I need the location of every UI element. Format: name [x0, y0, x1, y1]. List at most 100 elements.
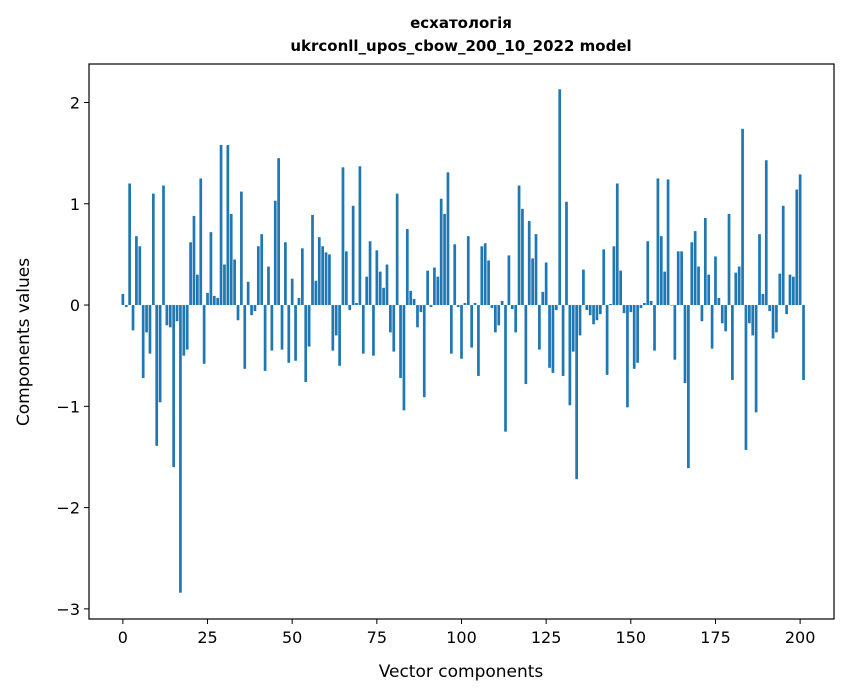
y-tick-label: −1	[56, 397, 80, 416]
bar	[317, 237, 321, 306]
bar	[470, 305, 474, 348]
bar	[693, 231, 697, 306]
bar	[507, 255, 511, 306]
bar	[612, 246, 616, 306]
bar	[168, 305, 172, 328]
bar	[365, 276, 369, 306]
x-tick-label: 150	[616, 628, 647, 647]
bar	[287, 305, 291, 363]
bar	[209, 232, 213, 306]
x-tick-label: 100	[446, 628, 477, 647]
bar	[355, 303, 358, 306]
x-tick-label: 75	[367, 628, 387, 647]
bar	[300, 248, 304, 306]
bar	[304, 305, 308, 383]
bar	[389, 305, 392, 333]
bar	[199, 178, 203, 306]
bar	[297, 297, 301, 306]
bar	[395, 193, 399, 306]
bar	[128, 183, 131, 306]
bar	[466, 236, 470, 306]
bar	[785, 305, 788, 315]
bar	[497, 305, 501, 326]
bar	[629, 305, 633, 313]
y-tick-label: −2	[56, 499, 80, 518]
bar	[673, 305, 677, 360]
bar	[598, 305, 602, 315]
bar	[321, 246, 325, 306]
bar	[453, 244, 457, 306]
bar	[568, 305, 572, 406]
bar	[233, 259, 236, 306]
bar	[219, 145, 223, 306]
bar	[666, 179, 670, 306]
bar	[338, 305, 341, 366]
bar	[385, 264, 389, 306]
bar	[571, 305, 575, 352]
bar	[680, 251, 683, 306]
bar	[412, 298, 416, 306]
plot-frame	[88, 63, 835, 620]
bar	[351, 205, 355, 306]
chart-title-line2: ukrconll_upos_cbow_200_10_2022 model	[290, 37, 631, 55]
bar	[145, 305, 148, 333]
bar	[504, 305, 507, 432]
bar	[256, 246, 260, 306]
bar	[717, 297, 721, 306]
bar	[260, 234, 264, 306]
bar	[734, 272, 738, 306]
bar	[131, 305, 135, 331]
bar	[778, 273, 782, 306]
bar	[602, 249, 606, 306]
bar	[243, 305, 247, 369]
bar	[795, 189, 799, 306]
bar	[250, 305, 253, 316]
bar	[639, 305, 643, 309]
bar	[561, 305, 565, 376]
bar	[429, 305, 433, 308]
y-tick-label: 1	[70, 195, 80, 214]
bar	[663, 271, 667, 306]
bar	[643, 303, 646, 306]
bar	[121, 293, 125, 306]
bar	[558, 89, 562, 306]
bar	[690, 242, 694, 306]
bar	[439, 198, 443, 306]
bar	[236, 305, 240, 321]
bar	[490, 305, 494, 309]
bar	[744, 305, 748, 450]
bar	[700, 305, 704, 322]
bar	[551, 305, 555, 373]
bar	[216, 297, 220, 306]
bars-group	[121, 89, 805, 593]
bar	[697, 266, 700, 306]
bar	[277, 158, 280, 306]
bar	[792, 276, 795, 306]
bar	[565, 201, 568, 306]
bar	[670, 305, 673, 306]
x-axis-ticks: 0 25 50 75 100 125 150 175 200	[118, 619, 815, 647]
bar	[463, 303, 467, 306]
bar	[524, 305, 528, 385]
bar	[494, 305, 497, 333]
bar	[615, 183, 619, 306]
bar	[727, 213, 731, 306]
bar	[592, 305, 595, 325]
bar	[653, 305, 656, 351]
bar	[402, 305, 406, 411]
bar	[436, 276, 440, 306]
bar	[422, 305, 426, 398]
bar	[155, 305, 159, 446]
bar	[202, 305, 206, 364]
bar	[588, 305, 592, 316]
bar	[392, 305, 396, 352]
bar	[659, 236, 663, 306]
bar	[460, 305, 463, 359]
bar	[212, 295, 216, 306]
bar	[483, 243, 487, 306]
chart-title-line1: есхатологія	[410, 14, 512, 32]
bar	[185, 305, 189, 350]
bar	[775, 305, 778, 333]
bar	[229, 213, 233, 306]
